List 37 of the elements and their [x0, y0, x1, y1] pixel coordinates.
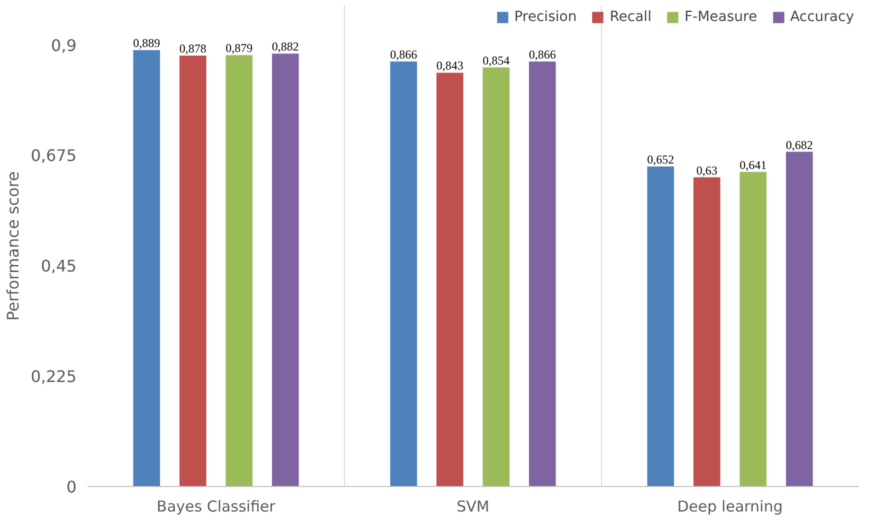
- data-label: 0,882: [272, 40, 299, 54]
- data-label: 0,682: [786, 138, 813, 152]
- data-label: 0,63: [696, 163, 718, 178]
- data-label: 0,889: [133, 36, 160, 50]
- bar: [390, 61, 418, 486]
- legend-label: Recall: [610, 9, 652, 25]
- bar: [647, 166, 674, 486]
- bar: [482, 67, 510, 486]
- y-axis-title: Performance score: [4, 171, 23, 321]
- bar: [272, 54, 299, 486]
- x-tick-label: Bayes Classifier: [156, 498, 276, 516]
- bar: [226, 55, 253, 486]
- bar: [436, 72, 464, 486]
- bar: [693, 177, 720, 486]
- y-tick-label: 0: [66, 478, 77, 496]
- y-tick-label: 0,45: [40, 256, 76, 276]
- y-tick-label: 0,225: [30, 367, 77, 386]
- bar: [133, 50, 160, 486]
- data-label: 0,879: [226, 41, 253, 56]
- legend-label: Precision: [514, 9, 577, 25]
- data-label: 0,854: [482, 53, 510, 68]
- y-tick-label: 0,675: [30, 146, 77, 166]
- data-label: 0,641: [740, 158, 767, 172]
- bar: [528, 61, 556, 486]
- data-label: 0,652: [647, 152, 674, 166]
- bar: [179, 56, 206, 486]
- data-label: 0,866: [528, 47, 556, 62]
- bar: [786, 152, 813, 486]
- data-label: 0,878: [179, 42, 206, 56]
- x-tick-label: SVM: [456, 498, 490, 516]
- legend-label: F-Measure: [684, 9, 758, 25]
- y-tick-label: 0,9: [51, 36, 77, 55]
- data-label: 0,843: [436, 58, 464, 73]
- bar: [740, 172, 767, 486]
- data-label: 0,866: [390, 47, 418, 62]
- x-tick-label: Deep learning: [677, 498, 783, 516]
- legend-label: Accuracy: [790, 9, 854, 25]
